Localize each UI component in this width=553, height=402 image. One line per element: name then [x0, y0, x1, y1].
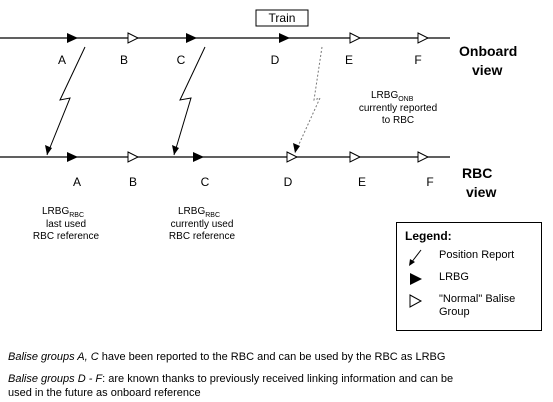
onboard-view-label-line1: Onboard [459, 43, 517, 59]
caption-reported-balises: Balise groups A, C have been reported to… [8, 350, 445, 364]
rbc-label-e: E [358, 175, 366, 189]
position-report-arrow-d-pending [293, 46, 323, 154]
svg-text:LRBGRBC: LRBGRBC [42, 206, 84, 219]
onboard-label-a: A [58, 53, 66, 67]
svg-text:RBC reference: RBC reference [169, 231, 236, 242]
rbc-balise-d [286, 151, 299, 163]
caption-linked-balises: Balise groups D - F: are known thanks to… [8, 372, 453, 400]
caption2-line2: used in the future as onboard reference [8, 387, 201, 399]
caption1-italic: Balise groups A, C [8, 351, 99, 363]
legend-position-report-label: Position Report [439, 249, 515, 261]
onboard-balise-e [349, 32, 362, 44]
lrbg-rbc-last-note: LRBGRBC last used RBC reference [33, 206, 100, 242]
onboard-balise-b [127, 32, 140, 44]
onboard-view-label-line2: view [472, 62, 502, 78]
normal-balise-triangle-icon [405, 293, 429, 311]
caption2-rest: : are known thanks to previously receive… [102, 373, 454, 385]
rbc-balise-b [127, 151, 140, 163]
legend-box: Legend: Position Report LRBG "Normal" Ba… [396, 222, 542, 331]
train-box [255, 9, 309, 27]
onboard-balise-f [417, 32, 430, 44]
rbc-balise-f [417, 151, 430, 163]
rbc-view-label-line1: RBC [462, 165, 492, 181]
onboard-label-f: F [414, 53, 421, 67]
legend-row-lrbg: LRBG [405, 271, 469, 289]
legend-normal-balise-line2: Group [439, 306, 470, 318]
onboard-label-b: B [120, 53, 128, 67]
rbc-label-f: F [426, 175, 433, 189]
onboard-label-c: C [177, 53, 186, 67]
legend-row-normal-balise: "Normal" Balise Group [405, 293, 515, 319]
legend-lrbg-label: LRBG [439, 271, 469, 283]
lrbg-triangle-icon [405, 271, 429, 289]
legend-title: Legend: [405, 229, 452, 243]
onboard-label-d: D [271, 53, 280, 67]
caption2-italic: Balise groups D - F [8, 373, 103, 385]
legend-normal-balise-label: "Normal" Balise Group [439, 293, 515, 319]
svg-text:currently used: currently used [171, 219, 234, 230]
svg-text:to RBC: to RBC [382, 115, 414, 126]
onboard-lrbg-d [279, 33, 290, 43]
caption1-rest: have been reported to the RBC and can be… [98, 351, 446, 363]
legend-normal-balise-line1: "Normal" Balise [439, 293, 516, 305]
onboard-label-e: E [345, 53, 353, 67]
rbc-label-c: C [201, 175, 210, 189]
svg-text:currently reported: currently reported [359, 103, 437, 114]
onboard-lrbg-c [186, 33, 197, 43]
position-report-arrow-c [172, 46, 206, 156]
position-report-icon [405, 249, 429, 267]
svg-text:LRBGONB: LRBGONB [371, 90, 414, 103]
legend-row-position-report: Position Report [405, 249, 514, 267]
train-label: Train [269, 11, 296, 25]
rbc-label-d: D [284, 175, 293, 189]
svg-text:LRBGRBC: LRBGRBC [178, 206, 220, 219]
rbc-label-a: A [73, 175, 81, 189]
lrbg-rbc-current-note: LRBGRBC currently used RBC reference [169, 206, 236, 242]
position-report-arrow-a [45, 46, 86, 156]
svg-text:RBC reference: RBC reference [33, 231, 100, 242]
rbc-lrbg-c [193, 152, 204, 162]
onboard-lrbg-a [67, 33, 78, 43]
rbc-lrbg-a [67, 152, 78, 162]
rbc-balise-e [349, 151, 362, 163]
rbc-view-label-line2: view [466, 184, 496, 200]
rbc-label-b: B [129, 175, 137, 189]
svg-text:last used: last used [46, 219, 86, 230]
lrbg-onb-note: LRBGONB currently reported to RBC [359, 90, 437, 126]
